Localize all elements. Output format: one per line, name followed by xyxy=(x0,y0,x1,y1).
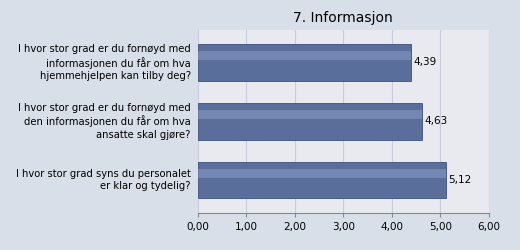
Bar xyxy=(198,103,422,140)
Title: 7. Informasjon: 7. Informasjon xyxy=(293,11,393,25)
Text: 4,39: 4,39 xyxy=(413,58,436,68)
Bar xyxy=(198,169,446,178)
Bar xyxy=(198,162,446,198)
Bar xyxy=(198,51,411,60)
Bar xyxy=(198,44,411,81)
Bar xyxy=(198,110,422,119)
Text: 5,12: 5,12 xyxy=(449,175,472,185)
Text: 4,63: 4,63 xyxy=(425,116,448,126)
